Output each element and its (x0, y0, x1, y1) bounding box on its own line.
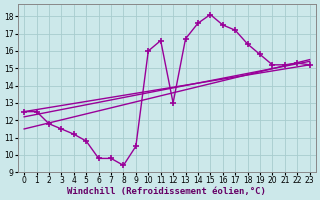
X-axis label: Windchill (Refroidissement éolien,°C): Windchill (Refroidissement éolien,°C) (68, 187, 266, 196)
